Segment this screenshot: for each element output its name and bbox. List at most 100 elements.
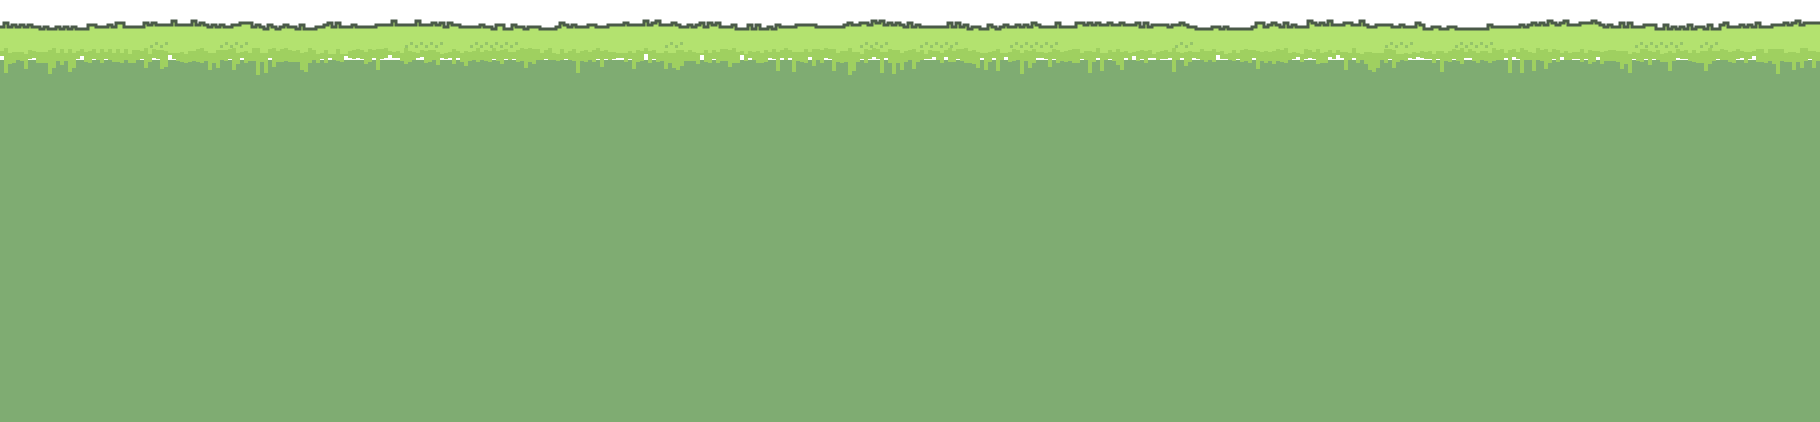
tuft-pixel: [150, 45, 153, 48]
tuft-pixel: [1490, 42, 1493, 45]
tuft-pixel: [935, 42, 938, 45]
tuft-pixel: [955, 42, 958, 45]
tuft-pixel: [1175, 45, 1178, 48]
grass-tuft: [405, 42, 443, 48]
tuft-pixel: [165, 42, 168, 45]
grass-tuft: [1385, 42, 1413, 48]
tuft-pixel: [870, 45, 873, 48]
tuft-pixel: [1055, 42, 1058, 45]
tuft-pixel: [1410, 42, 1413, 45]
tuft-pixel: [1385, 45, 1388, 48]
tuft-pixel: [930, 45, 933, 48]
tuft-pixel: [430, 42, 433, 45]
tuft-pixel: [410, 42, 413, 45]
tuft-pixel: [405, 45, 408, 48]
tuft-pixel: [875, 42, 878, 45]
tuft-pixel: [1715, 42, 1718, 45]
tuft-pixel: [500, 45, 503, 48]
tuft-pixel: [1460, 42, 1463, 45]
tuft-pixel: [435, 45, 438, 48]
tuft-pixel: [485, 42, 488, 45]
tuft-pixel: [1675, 45, 1678, 48]
tuft-pixel: [1705, 42, 1708, 45]
tuft-pixel: [1700, 45, 1703, 48]
tuft-pixel: [1010, 45, 1013, 48]
tuft-pixel: [880, 45, 883, 48]
grass-tuft: [1700, 42, 1718, 48]
tuft-pixel: [245, 42, 248, 45]
tuft-pixel: [490, 45, 493, 48]
tuft-pixel: [425, 45, 428, 48]
tuft-pixel: [1640, 42, 1643, 45]
tuft-pixel: [1485, 45, 1488, 48]
tuft-pixel: [1050, 45, 1053, 48]
grass-tuft: [150, 42, 168, 48]
tuft-pixel: [1470, 42, 1473, 45]
tuft-pixel: [865, 42, 868, 45]
tuft-pixel: [675, 45, 678, 48]
grass-tuft: [1455, 42, 1493, 48]
tuft-pixel: [510, 45, 513, 48]
tuft-pixel: [1480, 42, 1483, 45]
grass-tuft: [1010, 42, 1058, 48]
grass-tuft: [220, 42, 248, 48]
tuft-pixel: [1660, 42, 1663, 45]
grass-tuft: [1175, 42, 1193, 48]
tuft-pixel: [1040, 45, 1043, 48]
tuft-pixel: [1475, 45, 1478, 48]
tuft-pixel: [1670, 42, 1673, 45]
grass-tufts: [150, 42, 1718, 48]
tuft-pixel: [475, 42, 478, 45]
tuft-pixel: [225, 42, 228, 45]
tuft-pixel: [1020, 45, 1023, 48]
tuft-pixel: [1025, 42, 1028, 45]
tuft-pixel: [1185, 45, 1188, 48]
tuft-pixel: [240, 45, 243, 48]
tuft-pixel: [1180, 42, 1183, 45]
dirt-body: [0, 60, 1820, 422]
tuft-pixel: [1680, 42, 1683, 45]
grass-fringe: [0, 48, 1820, 75]
tuft-pixel: [415, 45, 418, 48]
tuft-pixel: [945, 42, 948, 45]
tuft-pixel: [1455, 45, 1458, 48]
tuft-pixel: [1190, 42, 1193, 45]
tuft-pixel: [160, 45, 163, 48]
tuft-pixel: [440, 42, 443, 45]
tuft-pixel: [1035, 42, 1038, 45]
tuft-pixel: [470, 45, 473, 48]
tuft-pixel: [925, 42, 928, 45]
tuft-pixel: [860, 45, 863, 48]
tuft-pixel: [1405, 45, 1408, 48]
grass-tuft: [1635, 42, 1683, 48]
tuft-pixel: [1390, 42, 1393, 45]
tuft-pixel: [1655, 45, 1658, 48]
tuft-pixel: [505, 42, 508, 45]
tuft-pixel: [670, 42, 673, 45]
tuft-pixel: [1650, 42, 1653, 45]
tuft-pixel: [1045, 42, 1048, 45]
tuft-pixel: [235, 42, 238, 45]
tuft-pixel: [950, 45, 953, 48]
tuft-pixel: [1665, 45, 1668, 48]
grass-tuft: [665, 42, 683, 48]
tuft-pixel: [1015, 42, 1018, 45]
grass-tuft: [470, 42, 518, 48]
tuft-pixel: [1710, 45, 1713, 48]
tuft-pixel: [1465, 45, 1468, 48]
tuft-pixel: [155, 42, 158, 45]
grass-tuft: [860, 42, 888, 48]
tuft-pixel: [665, 45, 668, 48]
tuft-pixel: [1400, 42, 1403, 45]
tuft-pixel: [1635, 45, 1638, 48]
tuft-pixel: [1395, 45, 1398, 48]
tuft-pixel: [480, 45, 483, 48]
tuft-pixel: [420, 42, 423, 45]
tuft-pixel: [230, 45, 233, 48]
tuft-pixel: [1030, 45, 1033, 48]
tuft-pixel: [885, 42, 888, 45]
tuft-pixel: [1645, 45, 1648, 48]
tuft-pixel: [920, 45, 923, 48]
grass-tuft: [920, 42, 958, 48]
